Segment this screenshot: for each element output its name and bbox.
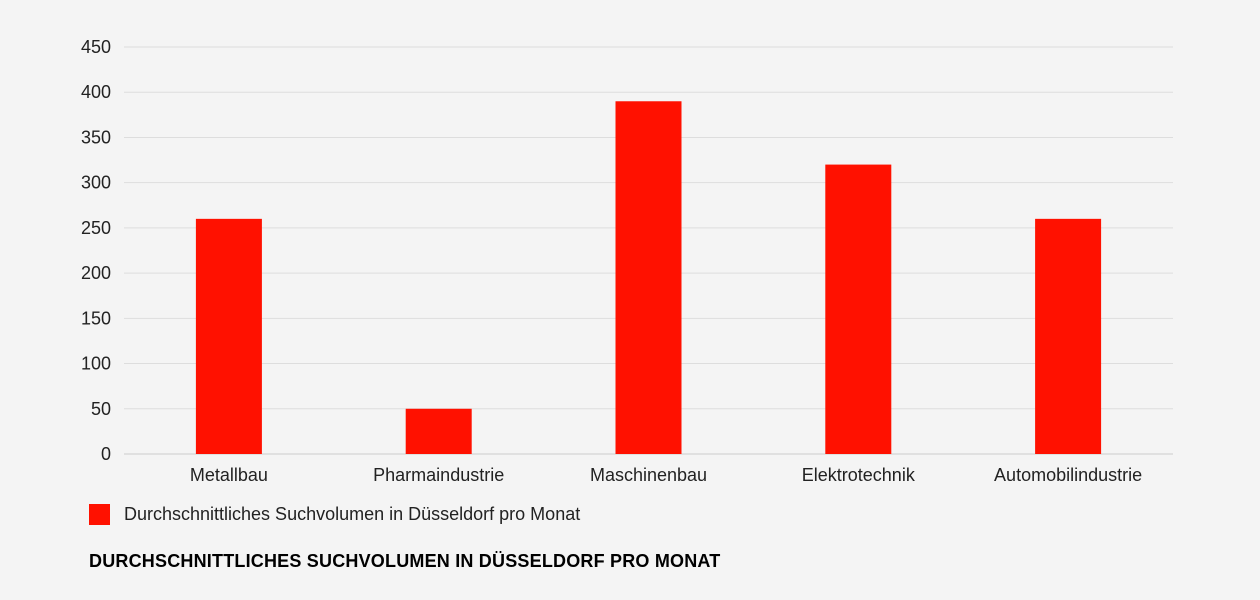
- y-tick-label: 150: [81, 308, 111, 328]
- y-tick-label: 350: [81, 127, 111, 147]
- y-tick-label: 300: [81, 173, 111, 193]
- bar-automobilindustrie: [1035, 218, 1102, 454]
- y-tick-label: 200: [81, 263, 111, 283]
- y-tick-label: 450: [81, 37, 111, 57]
- y-tick-label: 100: [81, 354, 111, 374]
- y-tick-label: 400: [81, 82, 111, 102]
- legend-label: Durchschnittliches Suchvolumen in Düssel…: [124, 503, 581, 524]
- x-category-label: Maschinenbau: [590, 465, 707, 485]
- legend: Durchschnittliches Suchvolumen in Düssel…: [89, 503, 580, 525]
- x-category-label: Pharmaindustrie: [373, 465, 504, 485]
- x-axis-categories: Metallbau Pharmaindustrie Maschinenbau Elek…: [190, 465, 1142, 485]
- bar-metallbau: [195, 218, 262, 454]
- y-tick-label: 50: [91, 399, 111, 419]
- legend-swatch: [89, 503, 110, 525]
- y-tick-label: 250: [81, 218, 111, 238]
- y-axis-ticks: 0 50 100 150 200 250 300 350 400 450: [81, 37, 111, 464]
- bar-pharmaindustrie: [405, 408, 472, 454]
- x-category-label: Automobilindustrie: [994, 465, 1142, 485]
- bars: [195, 101, 1102, 455]
- bar-maschinenbau: [615, 101, 682, 455]
- x-category-label: Elektrotechnik: [802, 465, 916, 485]
- y-tick-label: 0: [101, 444, 111, 464]
- chart-footer-title: DURCHSCHNITTLICHES SUCHVOLUMEN IN DÜSSEL…: [89, 551, 721, 571]
- x-category-label: Metallbau: [190, 465, 268, 485]
- bar-elektrotechnik: [825, 164, 892, 455]
